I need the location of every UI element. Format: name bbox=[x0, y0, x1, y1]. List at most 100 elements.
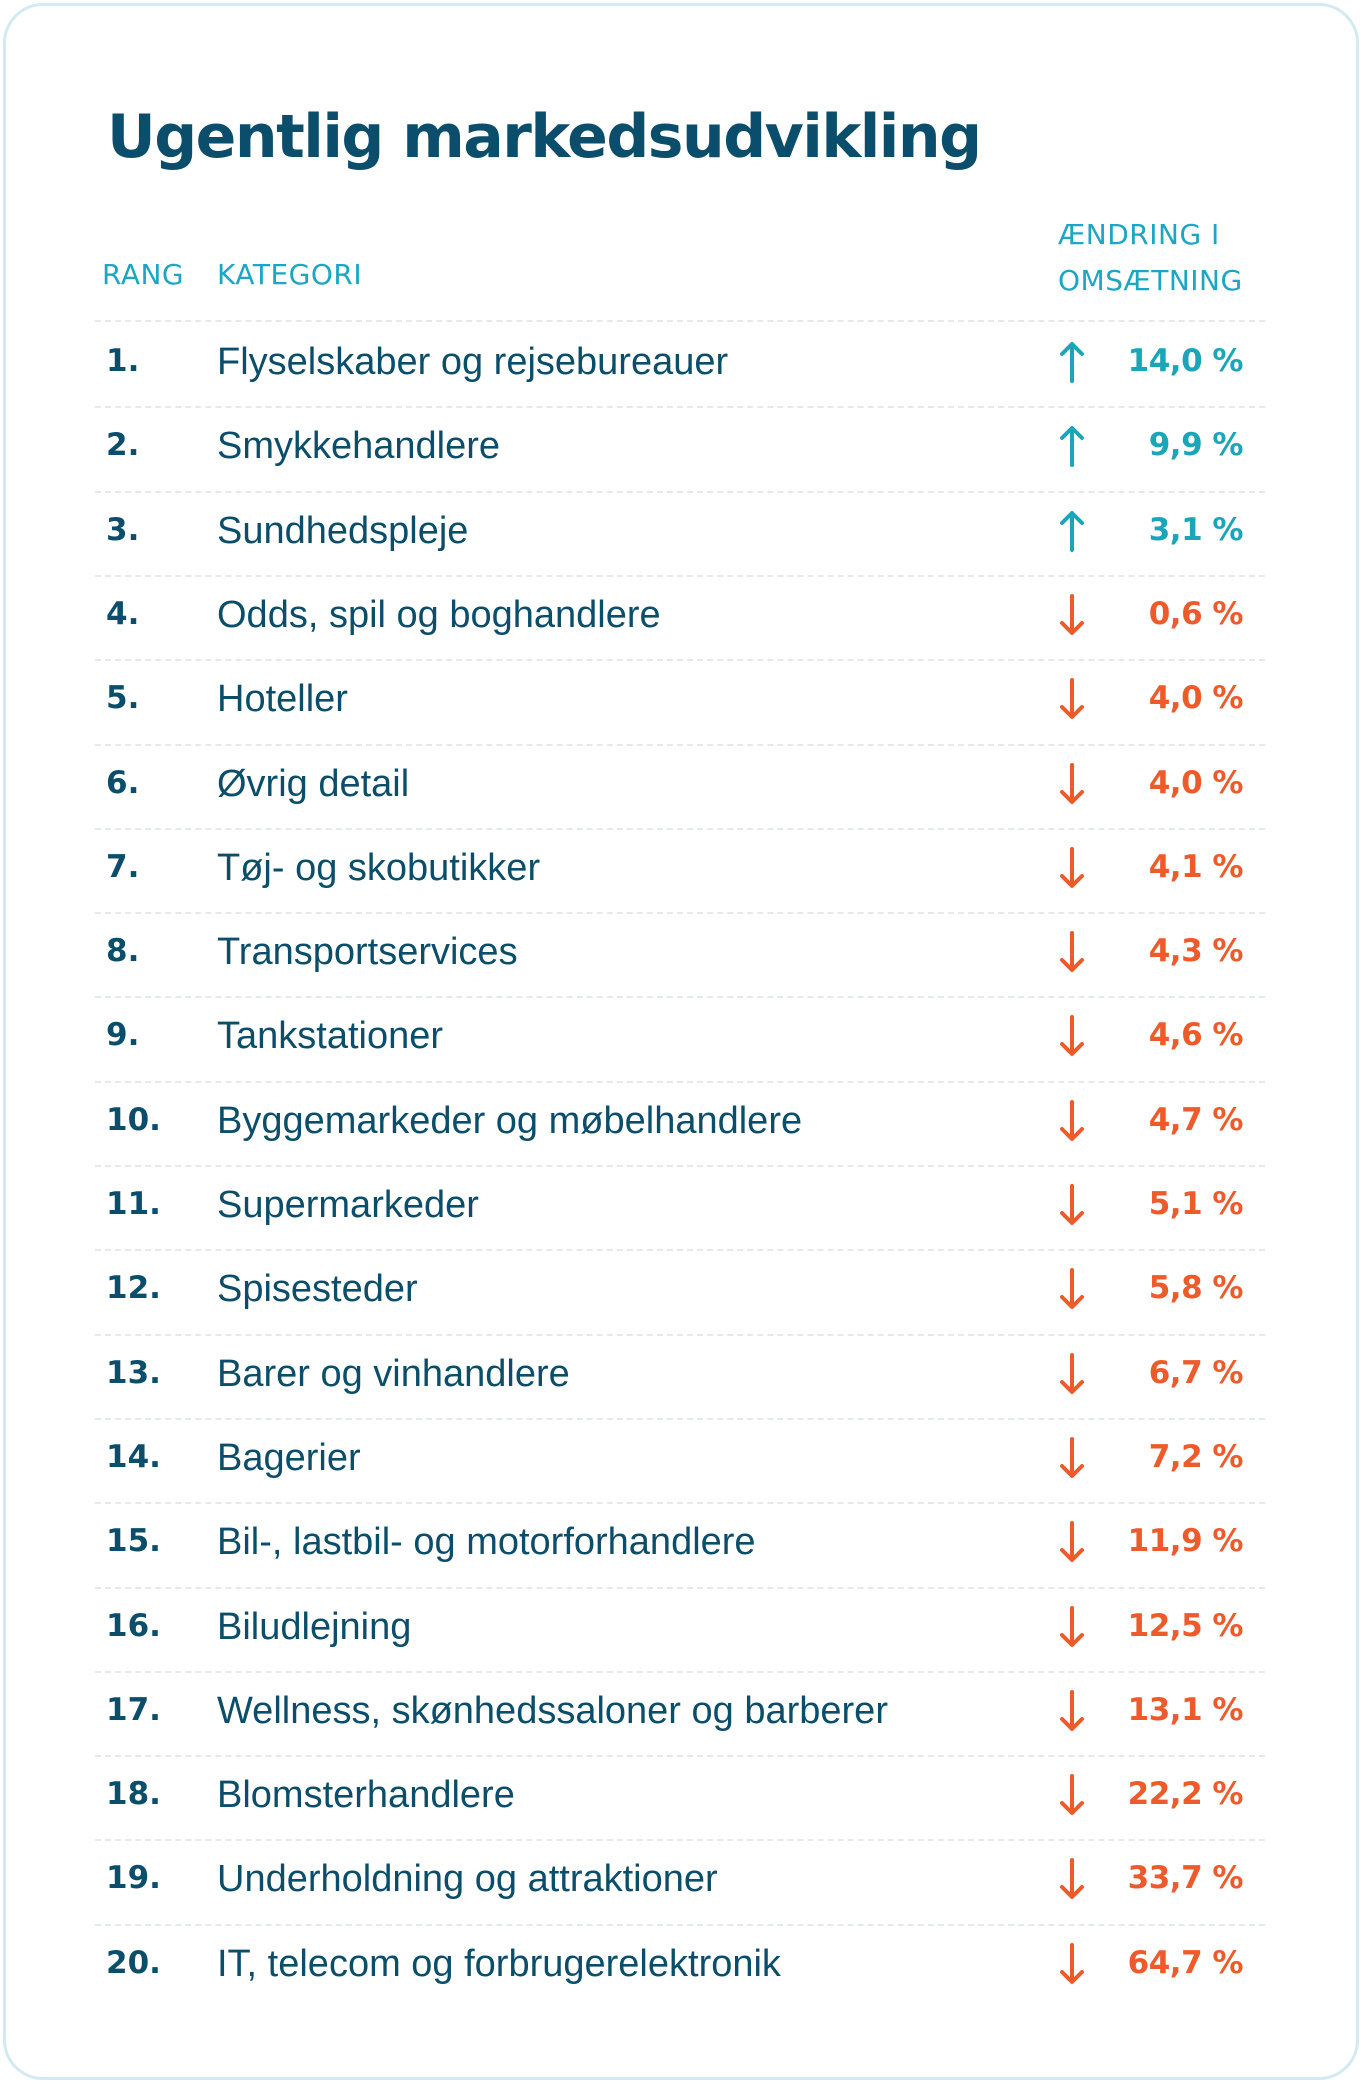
row-rank: 8. bbox=[106, 933, 140, 970]
page-title: Ugentlig markedsudvikling bbox=[107, 102, 982, 172]
row-change-value: 5,1 % bbox=[1148, 1186, 1244, 1222]
row-divider bbox=[95, 1165, 1265, 1167]
arrow-up-icon bbox=[1060, 510, 1084, 552]
row-category: Øvrig detail bbox=[217, 762, 410, 805]
row-rank: 12. bbox=[106, 1270, 161, 1307]
row-change-value: 7,2 % bbox=[1148, 1438, 1244, 1475]
row-divider bbox=[95, 320, 1265, 322]
table-row: 11. Supermarkeder 5,1 % bbox=[0, 1166, 1360, 1250]
arrow-down-icon bbox=[1060, 1015, 1084, 1057]
row-category: Tøj- og skobutikker bbox=[217, 846, 541, 889]
row-category: Hoteller bbox=[217, 678, 348, 721]
row-change-value: 9,9 % bbox=[1148, 427, 1244, 464]
arrow-down-icon bbox=[1060, 846, 1084, 888]
arrow-down-icon bbox=[1060, 678, 1084, 720]
table-row: 16. Biludlejning 12,5 % bbox=[0, 1588, 1360, 1672]
row-change-value: 12,5 % bbox=[1127, 1607, 1244, 1644]
table-row: 20. IT, telecom og forbrugerelektronik 64,… bbox=[0, 1925, 1360, 2009]
row-change-value: 4,6 % bbox=[1148, 1017, 1244, 1054]
row-divider bbox=[95, 912, 1265, 915]
column-header-change-line1: ÆNDRING I bbox=[1058, 218, 1220, 251]
row-divider bbox=[95, 1923, 1265, 1926]
row-rank: 13. bbox=[106, 1354, 161, 1391]
row-divider bbox=[95, 996, 1265, 999]
row-rank: 11. bbox=[106, 1186, 161, 1222]
row-change-value: 64,7 % bbox=[1127, 1944, 1244, 1981]
row-rank: 18. bbox=[106, 1776, 161, 1813]
row-category: Tankstationer bbox=[217, 1015, 444, 1058]
row-change-value: 4,0 % bbox=[1148, 764, 1244, 801]
table-row: 15. Bil-, lastbil- og motorforhandlere 11,… bbox=[0, 1503, 1360, 1587]
row-category: Blomsterhandlere bbox=[217, 1774, 515, 1817]
row-change-value: 3,1 % bbox=[1148, 511, 1244, 548]
row-category: Flyselskaber og rejsebureauer bbox=[217, 341, 729, 383]
table-row: 10. Byggemarkeder og møbelhandlere 4,7 % bbox=[0, 1082, 1360, 1166]
arrow-down-icon bbox=[1060, 1268, 1084, 1310]
row-rank: 2. bbox=[106, 427, 140, 464]
row-rank: 14. bbox=[106, 1438, 161, 1475]
table-row: 8. Transportservices 4,3 % bbox=[0, 913, 1360, 997]
row-rank: 4. bbox=[106, 595, 140, 632]
row-category: Spisesteder bbox=[217, 1268, 418, 1311]
row-change-value: 4,7 % bbox=[1148, 1101, 1244, 1138]
row-category: Transportservices bbox=[217, 931, 518, 974]
row-divider bbox=[95, 1333, 1265, 1336]
row-divider bbox=[95, 1502, 1265, 1505]
row-rank: 10. bbox=[106, 1101, 161, 1138]
row-change-value: 13,1 % bbox=[1127, 1691, 1244, 1728]
row-divider bbox=[95, 659, 1265, 662]
arrow-down-icon bbox=[1060, 1858, 1084, 1900]
row-change-value: 11,9 % bbox=[1127, 1523, 1244, 1560]
row-category: Underholdning og attraktioner bbox=[217, 1858, 718, 1901]
row-divider bbox=[95, 827, 1265, 830]
row-change-value: 4,1 % bbox=[1148, 848, 1244, 885]
row-divider bbox=[95, 1417, 1265, 1420]
arrow-up-icon bbox=[1060, 342, 1084, 383]
row-change-value: 0,6 % bbox=[1148, 595, 1244, 632]
table-row: 7. Tøj- og skobutikker 4,1 % bbox=[0, 829, 1360, 913]
row-divider bbox=[95, 1670, 1265, 1673]
column-header-change-line2: OMSÆTNING bbox=[1058, 264, 1243, 297]
row-change-value: 4,3 % bbox=[1148, 933, 1244, 970]
arrow-down-icon bbox=[1060, 762, 1084, 804]
table-row: 17. Wellness, skønhedssaloner og barberer… bbox=[0, 1672, 1360, 1756]
row-rank: 17. bbox=[106, 1691, 161, 1728]
row-category: Odds, spil og boghandlere bbox=[217, 593, 661, 636]
row-rank: 1. bbox=[106, 343, 140, 379]
table-row: 4. Odds, spil og boghandlere 0,6 % bbox=[0, 576, 1360, 660]
arrow-down-icon bbox=[1060, 1521, 1084, 1563]
row-divider bbox=[95, 490, 1265, 493]
row-rank: 15. bbox=[106, 1523, 161, 1560]
arrow-down-icon bbox=[1060, 1352, 1084, 1394]
row-divider bbox=[95, 574, 1265, 577]
arrow-up-icon bbox=[1060, 426, 1084, 468]
row-rank: 19. bbox=[106, 1860, 161, 1897]
table-row: 14. Bagerier 7,2 % bbox=[0, 1419, 1360, 1503]
arrow-down-icon bbox=[1060, 1436, 1084, 1478]
table-row: 2. Smykkehandlere 9,9 % bbox=[0, 407, 1360, 491]
arrow-down-icon bbox=[1060, 931, 1084, 973]
table-row: 18. Blomsterhandlere 22,2 % bbox=[0, 1756, 1360, 1840]
row-category: Sundhedspleje bbox=[217, 509, 469, 552]
row-category: Wellness, skønhedssaloner og barberer bbox=[217, 1689, 888, 1732]
row-change-value: 22,2 % bbox=[1127, 1776, 1244, 1813]
row-category: Supermarkeder bbox=[217, 1184, 479, 1226]
row-divider bbox=[95, 1586, 1265, 1589]
table-row: 6. Øvrig detail 4,0 % bbox=[0, 745, 1360, 829]
ranking-card bbox=[3, 3, 1359, 2080]
row-rank: 6. bbox=[106, 764, 140, 801]
row-category: Bil-, lastbil- og motorforhandlere bbox=[217, 1521, 756, 1564]
arrow-down-icon bbox=[1060, 1774, 1084, 1816]
row-divider bbox=[95, 406, 1265, 409]
column-header-rank: RANG bbox=[102, 258, 185, 291]
row-divider bbox=[95, 1080, 1265, 1083]
row-change-value: 5,8 % bbox=[1148, 1270, 1244, 1307]
table-row: 9. Tankstationer 4,6 % bbox=[0, 997, 1360, 1081]
row-divider bbox=[95, 1839, 1265, 1842]
row-change-value: 33,7 % bbox=[1127, 1860, 1244, 1897]
row-rank: 20. bbox=[106, 1944, 161, 1981]
row-divider bbox=[95, 1755, 1265, 1758]
row-change-value: 14,0 % bbox=[1127, 343, 1244, 379]
table-row: 5. Hoteller 4,0 % bbox=[0, 660, 1360, 744]
arrow-down-icon bbox=[1060, 1184, 1084, 1225]
